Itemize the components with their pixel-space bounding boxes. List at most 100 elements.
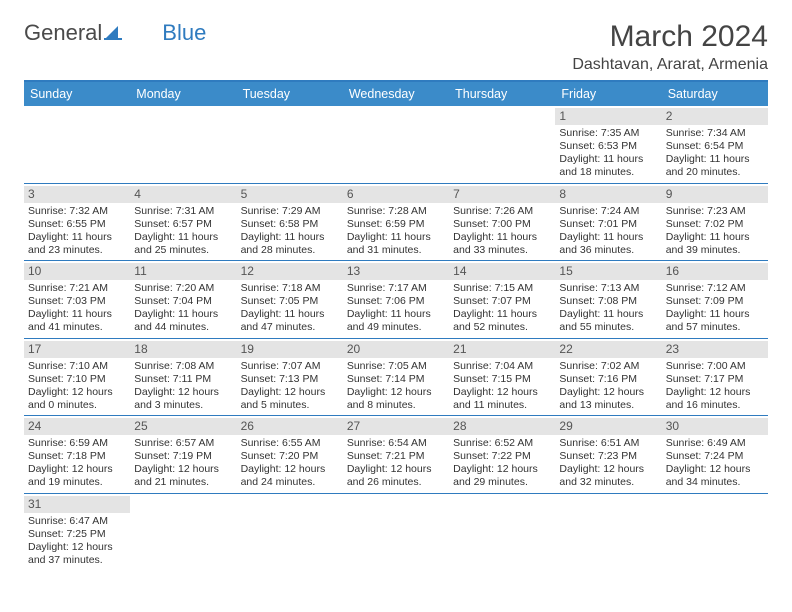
daylight-text: Daylight: 12 hours and 8 minutes. (347, 386, 445, 412)
sunset-text: Sunset: 7:23 PM (559, 450, 657, 463)
daylight-text: Daylight: 11 hours and 44 minutes. (134, 308, 232, 334)
week-row: 10Sunrise: 7:21 AMSunset: 7:03 PMDayligh… (24, 261, 768, 339)
weekday-monday: Monday (130, 82, 236, 106)
sunrise-text: Sunrise: 6:55 AM (241, 437, 339, 450)
weekday-sunday: Sunday (24, 82, 130, 106)
daylight-text: Daylight: 11 hours and 52 minutes. (453, 308, 551, 334)
daylight-text: Daylight: 11 hours and 55 minutes. (559, 308, 657, 334)
day-number: 23 (662, 341, 768, 358)
daylight-text: Daylight: 12 hours and 32 minutes. (559, 463, 657, 489)
weekday-thursday: Thursday (449, 82, 555, 106)
day-cell (343, 494, 449, 571)
sunset-text: Sunset: 7:01 PM (559, 218, 657, 231)
sunset-text: Sunset: 7:19 PM (134, 450, 232, 463)
sunset-text: Sunset: 7:18 PM (28, 450, 126, 463)
day-number: 22 (555, 341, 661, 358)
sunrise-text: Sunrise: 7:29 AM (241, 205, 339, 218)
week-row: 31Sunrise: 6:47 AMSunset: 7:25 PMDayligh… (24, 494, 768, 571)
daylight-text: Daylight: 12 hours and 29 minutes. (453, 463, 551, 489)
weeks-container: 1Sunrise: 7:35 AMSunset: 6:53 PMDaylight… (24, 106, 768, 570)
weekday-saturday: Saturday (662, 82, 768, 106)
day-number: 14 (449, 263, 555, 280)
daylight-text: Daylight: 11 hours and 41 minutes. (28, 308, 126, 334)
sunrise-text: Sunrise: 7:00 AM (666, 360, 764, 373)
sunset-text: Sunset: 7:13 PM (241, 373, 339, 386)
daylight-text: Daylight: 11 hours and 18 minutes. (559, 153, 657, 179)
sunrise-text: Sunrise: 7:31 AM (134, 205, 232, 218)
sunrise-text: Sunrise: 7:17 AM (347, 282, 445, 295)
sunset-text: Sunset: 6:54 PM (666, 140, 764, 153)
sunrise-text: Sunrise: 7:23 AM (666, 205, 764, 218)
sunset-text: Sunset: 7:14 PM (347, 373, 445, 386)
sunrise-text: Sunrise: 7:26 AM (453, 205, 551, 218)
week-row: 3Sunrise: 7:32 AMSunset: 6:55 PMDaylight… (24, 184, 768, 262)
daylight-text: Daylight: 11 hours and 28 minutes. (241, 231, 339, 257)
daylight-text: Daylight: 11 hours and 23 minutes. (28, 231, 126, 257)
day-number: 20 (343, 341, 449, 358)
day-number: 12 (237, 263, 343, 280)
day-cell: 16Sunrise: 7:12 AMSunset: 7:09 PMDayligh… (662, 261, 768, 338)
day-number: 8 (555, 186, 661, 203)
sunset-text: Sunset: 6:57 PM (134, 218, 232, 231)
day-cell: 20 Sunrise: 7:05 AMSunset: 7:14 PMDayligh… (343, 339, 449, 416)
sunrise-text: Sunrise: 7:21 AM (28, 282, 126, 295)
day-cell (555, 494, 661, 571)
daylight-text: Daylight: 11 hours and 31 minutes. (347, 231, 445, 257)
sunrise-text: Sunrise: 7:12 AM (666, 282, 764, 295)
day-cell: 30Sunrise: 6:49 AMSunset: 7:24 PMDayligh… (662, 416, 768, 493)
header: General Blue March 2024 Dashtavan, Arara… (24, 20, 768, 74)
sunset-text: Sunset: 7:16 PM (559, 373, 657, 386)
day-cell (24, 106, 130, 183)
calendar: Sunday Monday Tuesday Wednesday Thursday… (24, 80, 768, 570)
day-cell (237, 106, 343, 183)
daylight-text: Daylight: 12 hours and 11 minutes. (453, 386, 551, 412)
daylight-text: Daylight: 12 hours and 21 minutes. (134, 463, 232, 489)
day-cell: 13Sunrise: 7:17 AMSunset: 7:06 PMDayligh… (343, 261, 449, 338)
sunset-text: Sunset: 7:07 PM (453, 295, 551, 308)
sunset-text: Sunset: 6:58 PM (241, 218, 339, 231)
sunrise-text: Sunrise: 7:05 AM (347, 360, 445, 373)
day-cell: 8Sunrise: 7:24 AMSunset: 7:01 PMDaylight… (555, 184, 661, 261)
day-cell: 26Sunrise: 6:55 AMSunset: 7:20 PMDayligh… (237, 416, 343, 493)
week-row: 1Sunrise: 7:35 AMSunset: 6:53 PMDaylight… (24, 106, 768, 184)
sunrise-text: Sunrise: 7:24 AM (559, 205, 657, 218)
week-row: 17Sunrise: 7:10 AMSunset: 7:10 PMDayligh… (24, 339, 768, 417)
logo-text-2: Blue (162, 20, 206, 46)
daylight-text: Daylight: 11 hours and 33 minutes. (453, 231, 551, 257)
sunset-text: Sunset: 7:00 PM (453, 218, 551, 231)
sunset-text: Sunset: 6:59 PM (347, 218, 445, 231)
logo: General Blue (24, 20, 206, 46)
day-cell: 25Sunrise: 6:57 AMSunset: 7:19 PMDayligh… (130, 416, 236, 493)
day-cell: 9Sunrise: 7:23 AMSunset: 7:02 PMDaylight… (662, 184, 768, 261)
day-cell (237, 494, 343, 571)
day-cell: 19Sunrise: 7:07 AMSunset: 7:13 PMDayligh… (237, 339, 343, 416)
sunset-text: Sunset: 7:06 PM (347, 295, 445, 308)
day-cell (343, 106, 449, 183)
day-cell: 1Sunrise: 7:35 AMSunset: 6:53 PMDaylight… (555, 106, 661, 183)
daylight-text: Daylight: 11 hours and 57 minutes. (666, 308, 764, 334)
day-number: 31 (24, 496, 130, 513)
title-block: March 2024 Dashtavan, Ararat, Armenia (572, 20, 768, 74)
day-number: 15 (555, 263, 661, 280)
daylight-text: Daylight: 11 hours and 20 minutes. (666, 153, 764, 179)
day-cell: 10Sunrise: 7:21 AMSunset: 7:03 PMDayligh… (24, 261, 130, 338)
sunset-text: Sunset: 7:03 PM (28, 295, 126, 308)
weekday-header: Sunday Monday Tuesday Wednesday Thursday… (24, 82, 768, 106)
week-row: 24Sunrise: 6:59 AMSunset: 7:18 PMDayligh… (24, 416, 768, 494)
day-cell (662, 494, 768, 571)
sunrise-text: Sunrise: 7:32 AM (28, 205, 126, 218)
sunrise-text: Sunrise: 7:04 AM (453, 360, 551, 373)
day-cell: 6Sunrise: 7:28 AMSunset: 6:59 PMDaylight… (343, 184, 449, 261)
day-cell: 31Sunrise: 6:47 AMSunset: 7:25 PMDayligh… (24, 494, 130, 571)
day-cell: 23Sunrise: 7:00 AMSunset: 7:17 PMDayligh… (662, 339, 768, 416)
weekday-wednesday: Wednesday (343, 82, 449, 106)
sunset-text: Sunset: 6:53 PM (559, 140, 657, 153)
sunrise-text: Sunrise: 6:52 AM (453, 437, 551, 450)
day-cell: 27Sunrise: 6:54 AMSunset: 7:21 PMDayligh… (343, 416, 449, 493)
logo-text-1: General (24, 20, 102, 46)
sunrise-text: Sunrise: 7:35 AM (559, 127, 657, 140)
day-cell: 24Sunrise: 6:59 AMSunset: 7:18 PMDayligh… (24, 416, 130, 493)
sunset-text: Sunset: 7:05 PM (241, 295, 339, 308)
day-number: 18 (130, 341, 236, 358)
daylight-text: Daylight: 12 hours and 3 minutes. (134, 386, 232, 412)
